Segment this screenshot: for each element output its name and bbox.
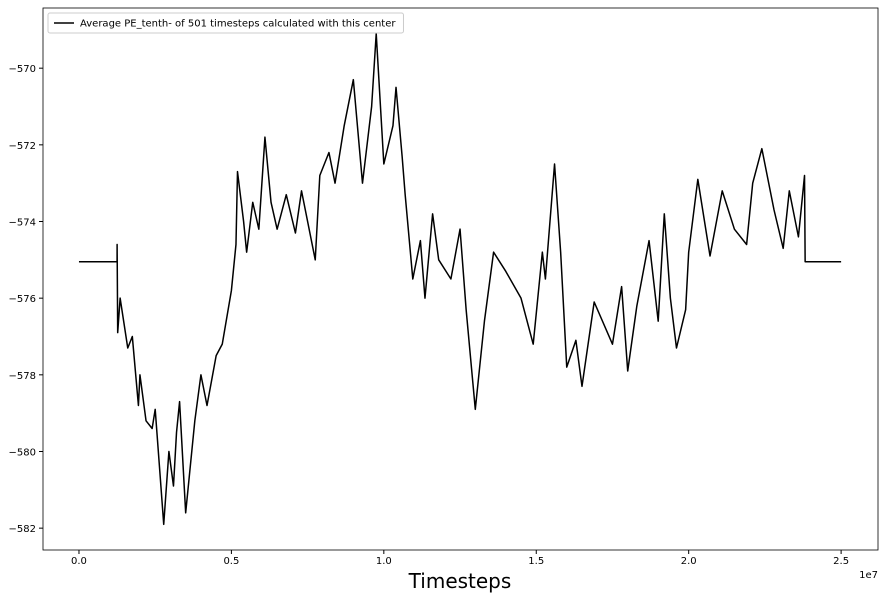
y-tick-label: −578	[9, 371, 36, 382]
x-tick-label: 2.5	[833, 556, 849, 567]
x-tick-label: 2.0	[681, 556, 697, 567]
x-tick-label: 0.0	[71, 556, 87, 567]
y-tick-label: −572	[9, 141, 36, 152]
y-tick-label: −580	[9, 447, 36, 458]
y-tick-label: −570	[9, 64, 36, 75]
x-tick-label: 1.0	[376, 556, 392, 567]
line-series	[78, 32, 842, 526]
y-tick-label: −576	[9, 294, 36, 305]
x-offset-label: 1e7	[859, 570, 878, 581]
x-tick-label: 0.5	[223, 556, 239, 567]
x-axis-label: Timesteps	[408, 569, 512, 593]
y-tick-label: −574	[9, 218, 36, 229]
x-tick-label: 1.5	[528, 556, 544, 567]
y-tick-label: −582	[9, 524, 36, 535]
legend-box	[47, 12, 404, 34]
legend-label: Average PE_tenth- of 501 timesteps calcu…	[80, 19, 396, 30]
plot-frame	[42, 7, 879, 551]
